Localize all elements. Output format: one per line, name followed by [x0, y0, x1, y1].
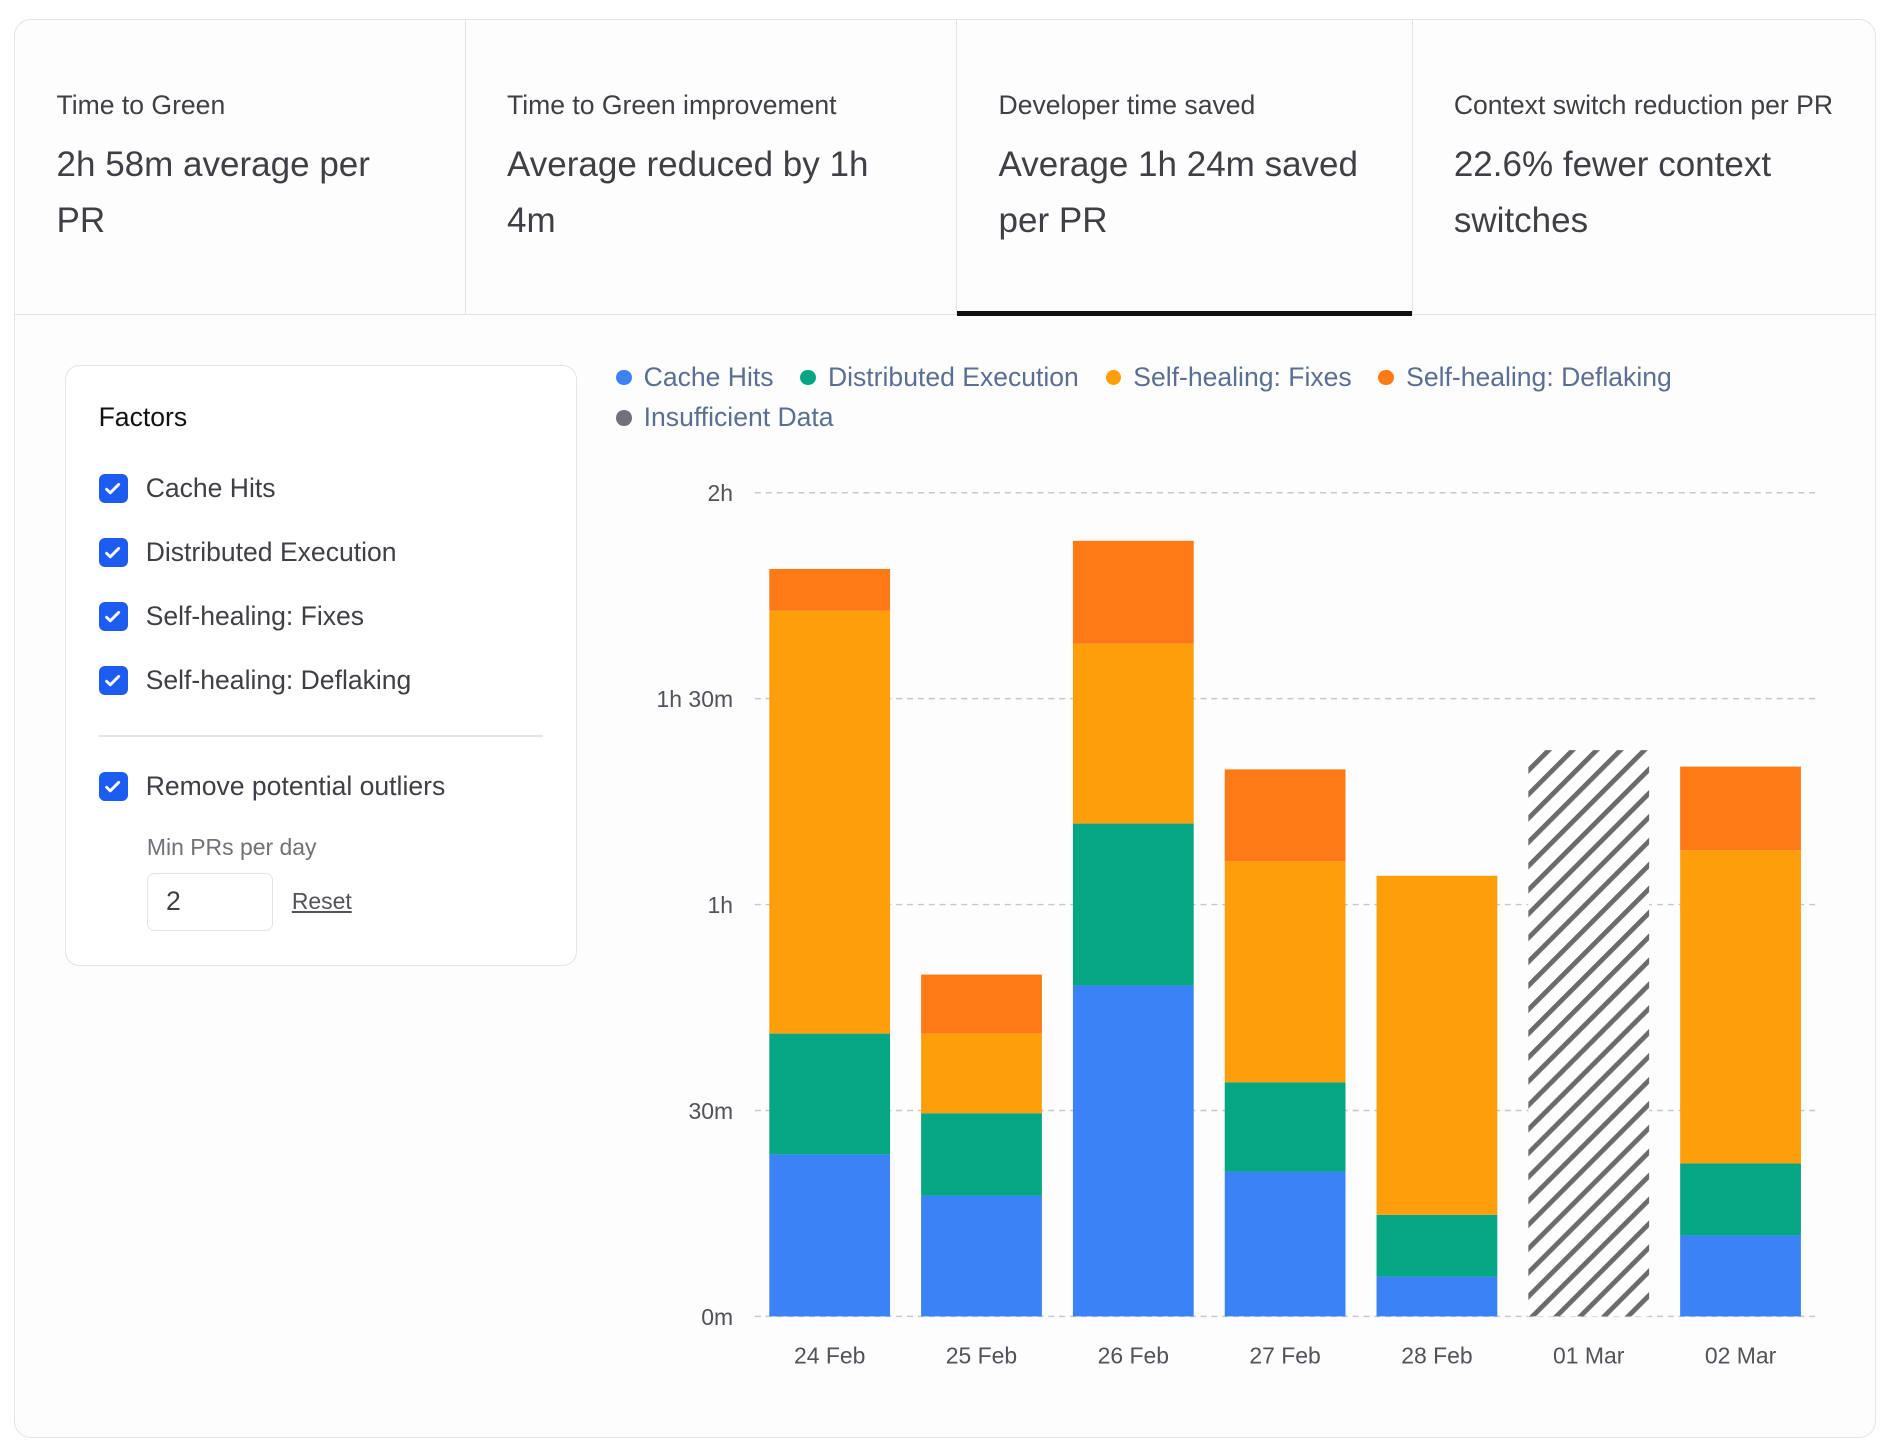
metric-tabs: Time to Green 2h 58m average per PR Time… — [15, 20, 1876, 317]
factors-title: Factors — [98, 401, 188, 432]
factors-panel: Factors Cache Hits Distributed Execution… — [65, 364, 577, 966]
bar-segment-self-healing-deflaking-02-mar[interactable] — [1680, 766, 1801, 851]
checkbox-label: Cache Hits — [145, 472, 276, 503]
tile-label: Context switch reduction per PR — [1453, 89, 1834, 120]
y-tick-label: 1h 30m — [657, 686, 734, 712]
bar-segment-cache-hits-27-feb[interactable] — [1224, 1171, 1346, 1317]
divider — [98, 735, 544, 737]
x-tick-label: 02 Mar — [1705, 1342, 1777, 1368]
checkmark-icon — [98, 602, 128, 631]
bar-segment-self-healing-deflaking-24-feb[interactable] — [769, 568, 891, 611]
checkbox-self-healing-fixes[interactable]: Self-healing: Fixes — [98, 601, 365, 632]
y-tick-label: 0m — [701, 1304, 733, 1330]
y-tick-label: 1h — [708, 892, 734, 918]
x-tick-label: 27 Feb — [1249, 1342, 1320, 1368]
legend-label: Distributed Execution — [827, 361, 1079, 392]
bar-segment-self-healing-deflaking-27-feb[interactable] — [1224, 769, 1346, 862]
legend-dot-icon — [800, 369, 816, 386]
x-tick-label: 24 Feb — [794, 1342, 865, 1368]
legend-self-healing-deflaking[interactable]: Self-healing: Deflaking — [1378, 358, 1672, 398]
bar-segment-distributed-execution-25-feb[interactable] — [921, 1113, 1042, 1196]
min-prs-input[interactable] — [146, 872, 273, 931]
legend-dot-icon — [615, 409, 632, 426]
tile-value: Average reduced by 1h 4m — [507, 145, 869, 240]
bar-segment-distributed-execution-24-feb[interactable] — [769, 1033, 891, 1155]
legend-label: Self-healing: Deflaking — [1406, 361, 1672, 392]
y-tick-label: 2h — [708, 480, 734, 506]
tab-time-to-green-improvement[interactable]: Time to Green improvement Average reduce… — [466, 20, 958, 314]
chart-legend: Cache Hits Distributed Execution Self-he… — [615, 357, 1824, 438]
tile-value: 22.6% fewer context switches — [1453, 145, 1772, 240]
bar-segment-self-healing-fixes-24-feb[interactable] — [769, 610, 891, 1034]
legend-cache-hits[interactable]: Cache Hits — [615, 358, 774, 398]
tile-value: 2h 58m average per PR — [56, 145, 370, 240]
tab-context-switch-reduction[interactable]: Context switch reduction per PR 22.6% fe… — [1413, 20, 1876, 313]
x-tick-label: 25 Feb — [946, 1342, 1017, 1368]
tile-value: Average 1h 24m saved per PR — [998, 145, 1359, 240]
legend-distributed-execution[interactable]: Distributed Execution — [800, 358, 1079, 398]
bar-segment-cache-hits-26-feb[interactable] — [1072, 985, 1194, 1317]
checkbox-label: Remove potential outliers — [145, 771, 446, 802]
min-prs-label: Min PRs per day — [146, 834, 317, 861]
bar-segment-self-healing-fixes-02-mar[interactable] — [1680, 850, 1801, 1164]
legend-self-healing-fixes[interactable]: Self-healing: Fixes — [1105, 358, 1352, 398]
checkmark-icon — [98, 772, 128, 802]
tab-time-to-green[interactable]: Time to Green 2h 58m average per PR — [15, 20, 466, 314]
tab-developer-time-saved[interactable]: Developer time saved Average 1h 24m save… — [957, 20, 1413, 317]
tile-label: Time to Green improvement — [507, 89, 837, 120]
bar-segment-cache-hits-02-mar[interactable] — [1680, 1235, 1801, 1317]
bar-segment-self-healing-fixes-28-feb[interactable] — [1376, 875, 1498, 1215]
checkmark-icon — [98, 537, 128, 567]
bar-segment-distributed-execution-02-mar[interactable] — [1680, 1163, 1801, 1236]
bar-segment-distributed-execution-26-feb[interactable] — [1072, 823, 1194, 986]
checkbox-remove-outliers[interactable]: Remove potential outliers — [98, 771, 446, 802]
legend-label: Insufficient Data — [643, 401, 834, 432]
checkmark-icon — [98, 666, 128, 695]
x-tick-label: 01 Mar — [1553, 1342, 1625, 1368]
bar-segment-cache-hits-24-feb[interactable] — [769, 1154, 891, 1317]
legend-dot-icon — [1378, 369, 1395, 386]
legend-dot-icon — [615, 369, 632, 386]
bar-segment-distributed-execution-28-feb[interactable] — [1376, 1214, 1498, 1277]
checkbox-label: Self-healing: Deflaking — [145, 665, 412, 695]
tile-label: Time to Green — [56, 89, 226, 120]
bar-segment-insufficient-data-01-mar[interactable] — [1528, 750, 1650, 1317]
checkbox-cache-hits[interactable]: Cache Hits — [98, 472, 276, 504]
x-tick-label: 26 Feb — [1098, 1342, 1169, 1368]
checkbox-label: Distributed Execution — [145, 536, 397, 567]
legend-insufficient-data[interactable]: Insufficient Data — [615, 398, 834, 438]
bar-segment-self-healing-fixes-25-feb[interactable] — [921, 1033, 1042, 1114]
checkbox-label: Self-healing: Fixes — [145, 601, 365, 631]
legend-label: Self-healing: Fixes — [1133, 361, 1352, 392]
bar-segment-self-healing-fixes-26-feb[interactable] — [1072, 643, 1194, 824]
bar-segment-self-healing-deflaking-25-feb[interactable] — [921, 974, 1042, 1034]
bar-segment-cache-hits-28-feb[interactable] — [1376, 1276, 1498, 1317]
bar-segment-distributed-execution-27-feb[interactable] — [1224, 1082, 1346, 1172]
bar-segment-self-healing-deflaking-26-feb[interactable] — [1072, 540, 1194, 644]
x-tick-label: 28 Feb — [1401, 1342, 1472, 1368]
bar-segment-cache-hits-25-feb[interactable] — [921, 1195, 1042, 1317]
tile-label: Developer time saved — [998, 89, 1256, 120]
checkbox-distributed-execution[interactable]: Distributed Execution — [98, 536, 397, 568]
legend-dot-icon — [1105, 369, 1122, 386]
bar-segment-self-healing-fixes-27-feb[interactable] — [1224, 861, 1346, 1083]
checkmark-icon — [98, 473, 128, 503]
y-tick-label: 30m — [688, 1098, 733, 1124]
reset-link[interactable]: Reset — [291, 888, 352, 915]
legend-label: Cache Hits — [643, 361, 774, 392]
checkbox-self-healing-deflaking[interactable]: Self-healing: Deflaking — [98, 665, 412, 696]
